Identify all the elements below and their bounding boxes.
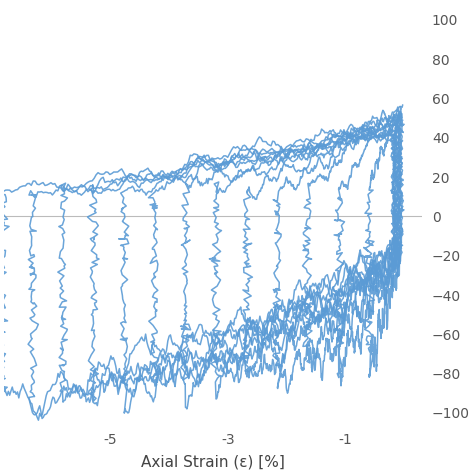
X-axis label: Axial Strain (ε) [%]: Axial Strain (ε) [%]: [141, 455, 285, 470]
